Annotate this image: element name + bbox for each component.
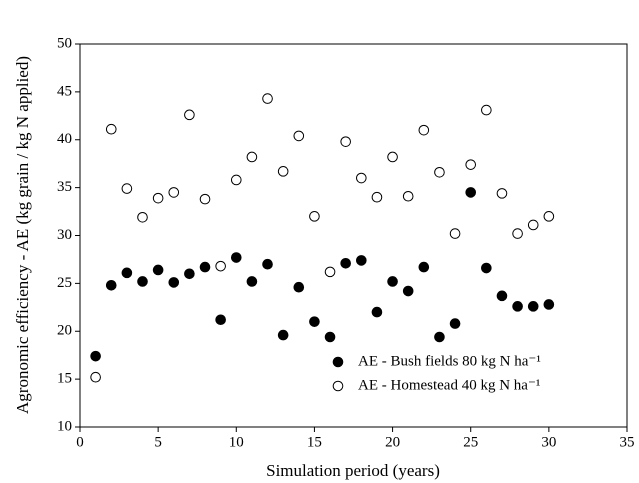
data-point	[262, 93, 273, 104]
legend-label: AE - Bush fields 80 kg N ha⁻¹	[358, 353, 541, 369]
legend-marker	[332, 356, 344, 368]
data-point	[402, 190, 414, 202]
y-axis-label: Agronomic efficiency - AE (kg grain / kg…	[13, 56, 32, 414]
data-point	[277, 166, 289, 177]
data-point	[402, 285, 414, 297]
y-tick-label: 10	[57, 418, 72, 434]
data-point	[465, 187, 477, 198]
y-tick-label: 45	[57, 83, 72, 99]
x-tick-label: 5	[154, 434, 162, 450]
data-point	[105, 279, 117, 291]
data-point	[152, 264, 164, 276]
y-tick-label: 15	[57, 371, 72, 387]
data-point	[543, 211, 555, 222]
data-point	[371, 306, 383, 318]
data-point	[184, 109, 195, 121]
data-point	[449, 318, 461, 329]
data-point	[324, 331, 336, 343]
x-tick-label: 15	[307, 434, 322, 450]
data-point	[246, 276, 258, 287]
data-point	[340, 136, 351, 147]
data-point	[105, 123, 117, 135]
data-point	[340, 257, 351, 269]
data-point	[199, 193, 211, 205]
data-point	[90, 371, 101, 383]
data-point	[215, 260, 226, 272]
y-tick-label: 25	[57, 275, 72, 291]
data-point	[230, 174, 242, 186]
data-point	[387, 151, 398, 163]
y-tick-label: 30	[57, 227, 72, 243]
legend-marker	[332, 380, 344, 392]
x-tick-label: 0	[76, 434, 84, 450]
y-tick-label: 35	[57, 179, 72, 195]
data-point	[121, 267, 133, 279]
data-point	[277, 329, 289, 341]
data-point	[121, 183, 133, 194]
data-point	[309, 316, 320, 327]
data-point	[481, 104, 492, 116]
data-point	[418, 124, 430, 136]
data-point	[496, 188, 508, 199]
x-tick-label: 25	[463, 434, 478, 450]
data-point	[215, 314, 226, 326]
data-point	[324, 266, 336, 278]
data-point	[434, 331, 445, 343]
data-point	[168, 277, 180, 288]
data-point	[199, 261, 211, 273]
data-point	[387, 276, 398, 287]
data-point	[465, 159, 477, 170]
plot-frame	[79, 43, 628, 428]
data-point	[512, 228, 523, 239]
data-point	[262, 258, 273, 270]
x-tick-label: 20	[385, 434, 400, 450]
data-point	[137, 212, 148, 223]
data-point	[184, 268, 195, 280]
data-point	[527, 301, 539, 312]
y-tick-label: 40	[57, 131, 72, 147]
x-tick-label: 30	[541, 434, 556, 450]
data-point	[168, 187, 180, 198]
data-point	[481, 262, 492, 274]
data-point	[356, 172, 367, 184]
x-axis-label: Simulation period (years)	[266, 461, 440, 480]
data-point	[543, 299, 555, 310]
data-point	[293, 130, 305, 142]
data-point	[527, 219, 539, 231]
data-point	[512, 301, 523, 312]
y-tick-label: 50	[57, 35, 72, 51]
data-point	[293, 281, 305, 293]
x-tick-label: 35	[620, 434, 635, 450]
data-point	[418, 261, 430, 273]
data-point	[449, 228, 461, 239]
data-point	[356, 255, 367, 266]
data-point	[434, 167, 445, 178]
data-point	[309, 211, 320, 222]
data-point	[230, 252, 242, 263]
data-point	[246, 151, 258, 163]
data-point	[137, 276, 148, 287]
data-point	[152, 192, 164, 204]
y-tick-label: 20	[57, 323, 72, 339]
data-point	[371, 191, 383, 203]
data-point	[90, 350, 101, 362]
data-point	[496, 290, 508, 302]
legend-label: AE - Homestead 40 kg N ha⁻¹	[358, 377, 540, 393]
x-tick-label: 10	[229, 434, 244, 450]
